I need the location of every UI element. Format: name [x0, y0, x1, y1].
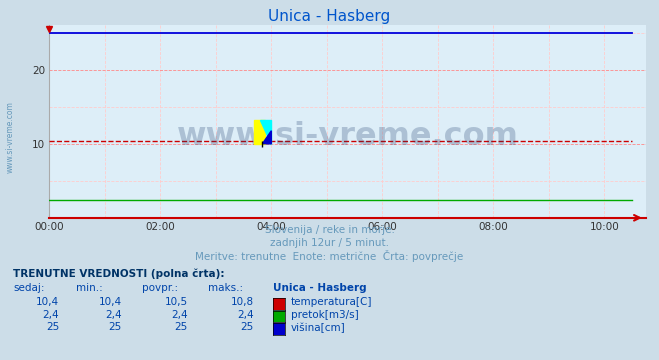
Polygon shape [260, 120, 272, 144]
Text: 25: 25 [241, 322, 254, 332]
Text: www.si-vreme.com: www.si-vreme.com [5, 101, 14, 173]
Text: 25: 25 [109, 322, 122, 332]
Text: sedaj:: sedaj: [13, 283, 45, 293]
Text: www.si-vreme.com: www.si-vreme.com [177, 121, 519, 152]
Text: 10,5: 10,5 [165, 297, 188, 307]
Text: višina[cm]: višina[cm] [291, 322, 345, 333]
Text: zadnjih 12ur / 5 minut.: zadnjih 12ur / 5 minut. [270, 238, 389, 248]
Text: maks.:: maks.: [208, 283, 243, 293]
Text: 25: 25 [46, 322, 59, 332]
Text: Unica - Hasberg: Unica - Hasberg [273, 283, 367, 293]
Text: 2,4: 2,4 [237, 310, 254, 320]
Text: povpr.:: povpr.: [142, 283, 178, 293]
Polygon shape [262, 131, 272, 144]
Text: pretok[m3/s]: pretok[m3/s] [291, 310, 358, 320]
Text: 10,4: 10,4 [99, 297, 122, 307]
Text: min.:: min.: [76, 283, 103, 293]
Text: 2,4: 2,4 [171, 310, 188, 320]
Text: temperatura[C]: temperatura[C] [291, 297, 372, 307]
Text: 10,4: 10,4 [36, 297, 59, 307]
Text: 2,4: 2,4 [43, 310, 59, 320]
Text: Unica - Hasberg: Unica - Hasberg [268, 9, 391, 24]
Text: 25: 25 [175, 322, 188, 332]
Text: 2,4: 2,4 [105, 310, 122, 320]
Text: Meritve: trenutne  Enote: metrične  Črta: povprečje: Meritve: trenutne Enote: metrične Črta: … [195, 250, 464, 262]
Text: Slovenija / reke in morje.: Slovenija / reke in morje. [264, 225, 395, 235]
Text: 10,8: 10,8 [231, 297, 254, 307]
Text: TRENUTNE VREDNOSTI (polna črta):: TRENUTNE VREDNOSTI (polna črta): [13, 268, 225, 279]
Bar [254, 120, 265, 144]
